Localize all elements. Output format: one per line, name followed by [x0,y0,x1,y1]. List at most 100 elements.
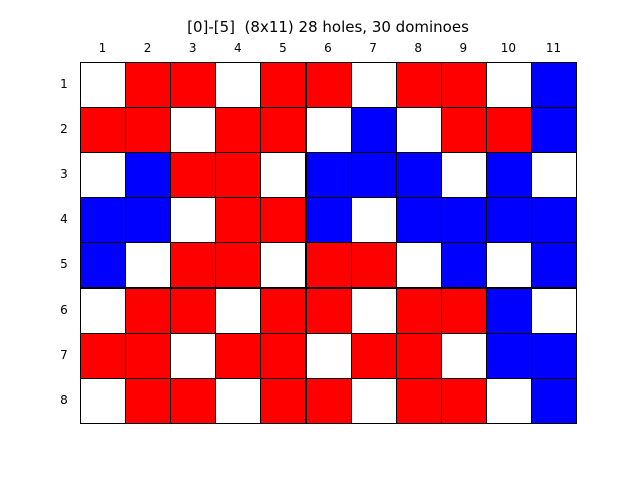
board-cell-blue[interactable] [440,197,487,244]
board-cell-red[interactable] [125,332,172,379]
column-label: 6 [324,41,332,55]
board-cell-empty[interactable] [260,242,307,289]
board-cell-empty[interactable] [485,242,532,289]
board-cell-red[interactable] [305,242,352,289]
board-cell-blue[interactable] [80,197,126,244]
board-cell-red[interactable] [260,332,307,379]
row-label: 7 [60,347,68,362]
board-cell-blue[interactable] [350,107,397,154]
board-cell-empty[interactable] [531,287,577,334]
board-cell-empty[interactable] [350,287,397,334]
board-cell-empty[interactable] [531,152,577,199]
board-cell-blue[interactable] [531,197,577,244]
board-cell-red[interactable] [440,62,487,108]
board-cell-red[interactable] [125,287,172,334]
board-cell-empty[interactable] [485,62,532,108]
board-cell-red[interactable] [125,377,172,424]
board-cell-red[interactable] [215,242,262,289]
board-cell-red[interactable] [125,62,172,108]
column-label: 9 [459,41,468,55]
board-cell-empty[interactable] [80,152,126,199]
row-labels: 1 2 3 4 5 6 7 8 [56,62,80,422]
board-cell-blue[interactable] [395,152,442,199]
board-cell-blue[interactable] [485,287,532,334]
board-cell-blue[interactable] [350,152,397,199]
board-cell-red[interactable] [305,62,352,108]
column-label: 4 [233,41,242,55]
board-cell-empty[interactable] [485,377,532,424]
board-cell-empty[interactable] [215,62,262,108]
board-cell-empty[interactable] [305,332,352,379]
board-cell-blue[interactable] [125,152,172,199]
board-cell-red[interactable] [395,332,442,379]
board-cell-empty[interactable] [440,332,487,379]
column-label: 5 [279,41,287,55]
board-cell-blue[interactable] [531,107,577,154]
column-label: 3 [188,41,197,55]
column-label: 1 [98,41,107,55]
board-cell-red[interactable] [440,377,487,424]
board-cell-blue[interactable] [531,62,577,108]
board-cell-red[interactable] [260,62,307,108]
board-cell-red[interactable] [215,197,262,244]
board-cell-empty[interactable] [260,152,307,199]
board-cell-red[interactable] [215,107,262,154]
board-cell-red[interactable] [215,152,262,199]
board-cell-blue[interactable] [440,242,487,289]
board-cell-empty[interactable] [80,62,126,108]
row-label: 8 [60,392,68,407]
board-cell-blue[interactable] [485,152,532,199]
board-cell-blue[interactable] [485,332,532,379]
board-cell-blue[interactable] [305,152,352,199]
board-cell-red[interactable] [260,107,307,154]
board-title: [0]-[5] (8x11) 28 holes, 30 dominoes [187,18,469,36]
board-cell-red[interactable] [260,287,307,334]
board-cell-blue[interactable] [531,377,577,424]
board-cell-red[interactable] [170,242,217,289]
board-cell-red[interactable] [260,197,307,244]
board-cell-empty[interactable] [440,152,487,199]
board-cell-red[interactable] [170,152,217,199]
board-cell-red[interactable] [485,107,532,154]
board-cell-empty[interactable] [170,197,217,244]
board-cell-empty[interactable] [80,287,126,334]
board-cell-empty[interactable] [215,287,262,334]
row-label: 6 [60,302,68,317]
board-cell-red[interactable] [350,332,397,379]
board-cell-blue[interactable] [125,197,172,244]
board-cell-blue[interactable] [395,197,442,244]
board-cell-red[interactable] [305,377,352,424]
board-cell-red[interactable] [170,287,217,334]
board-cell-empty[interactable] [80,377,126,424]
board-cell-empty[interactable] [215,377,262,424]
board-cell-blue[interactable] [305,197,352,244]
board-cell-blue[interactable] [531,242,577,289]
board-cell-red[interactable] [170,62,217,108]
board-cell-red[interactable] [440,107,487,154]
board-cell-empty[interactable] [170,107,217,154]
board-cell-red[interactable] [440,287,487,334]
board-cell-red[interactable] [305,287,352,334]
board-cell-empty[interactable] [350,62,397,108]
board-cell-empty[interactable] [125,242,172,289]
board-cell-red[interactable] [80,332,126,379]
board-cell-red[interactable] [350,242,397,289]
board-cell-red[interactable] [395,287,442,334]
board-cell-red[interactable] [80,107,126,154]
board-cell-blue[interactable] [80,242,126,289]
board-cell-empty[interactable] [350,377,397,424]
board-cell-empty[interactable] [305,107,352,154]
board-cell-empty[interactable] [350,197,397,244]
board-cell-empty[interactable] [170,332,217,379]
column-label: 8 [414,41,422,55]
board-cell-empty[interactable] [395,242,442,289]
board-cell-empty[interactable] [395,107,442,154]
board-cell-red[interactable] [260,377,307,424]
board-cell-red[interactable] [395,62,442,108]
board-cell-blue[interactable] [531,332,577,379]
board-cell-blue[interactable] [485,197,532,244]
board-cell-red[interactable] [395,377,442,424]
board-cell-red[interactable] [125,107,172,154]
board-cell-red[interactable] [215,332,262,379]
board-cell-red[interactable] [170,377,217,424]
